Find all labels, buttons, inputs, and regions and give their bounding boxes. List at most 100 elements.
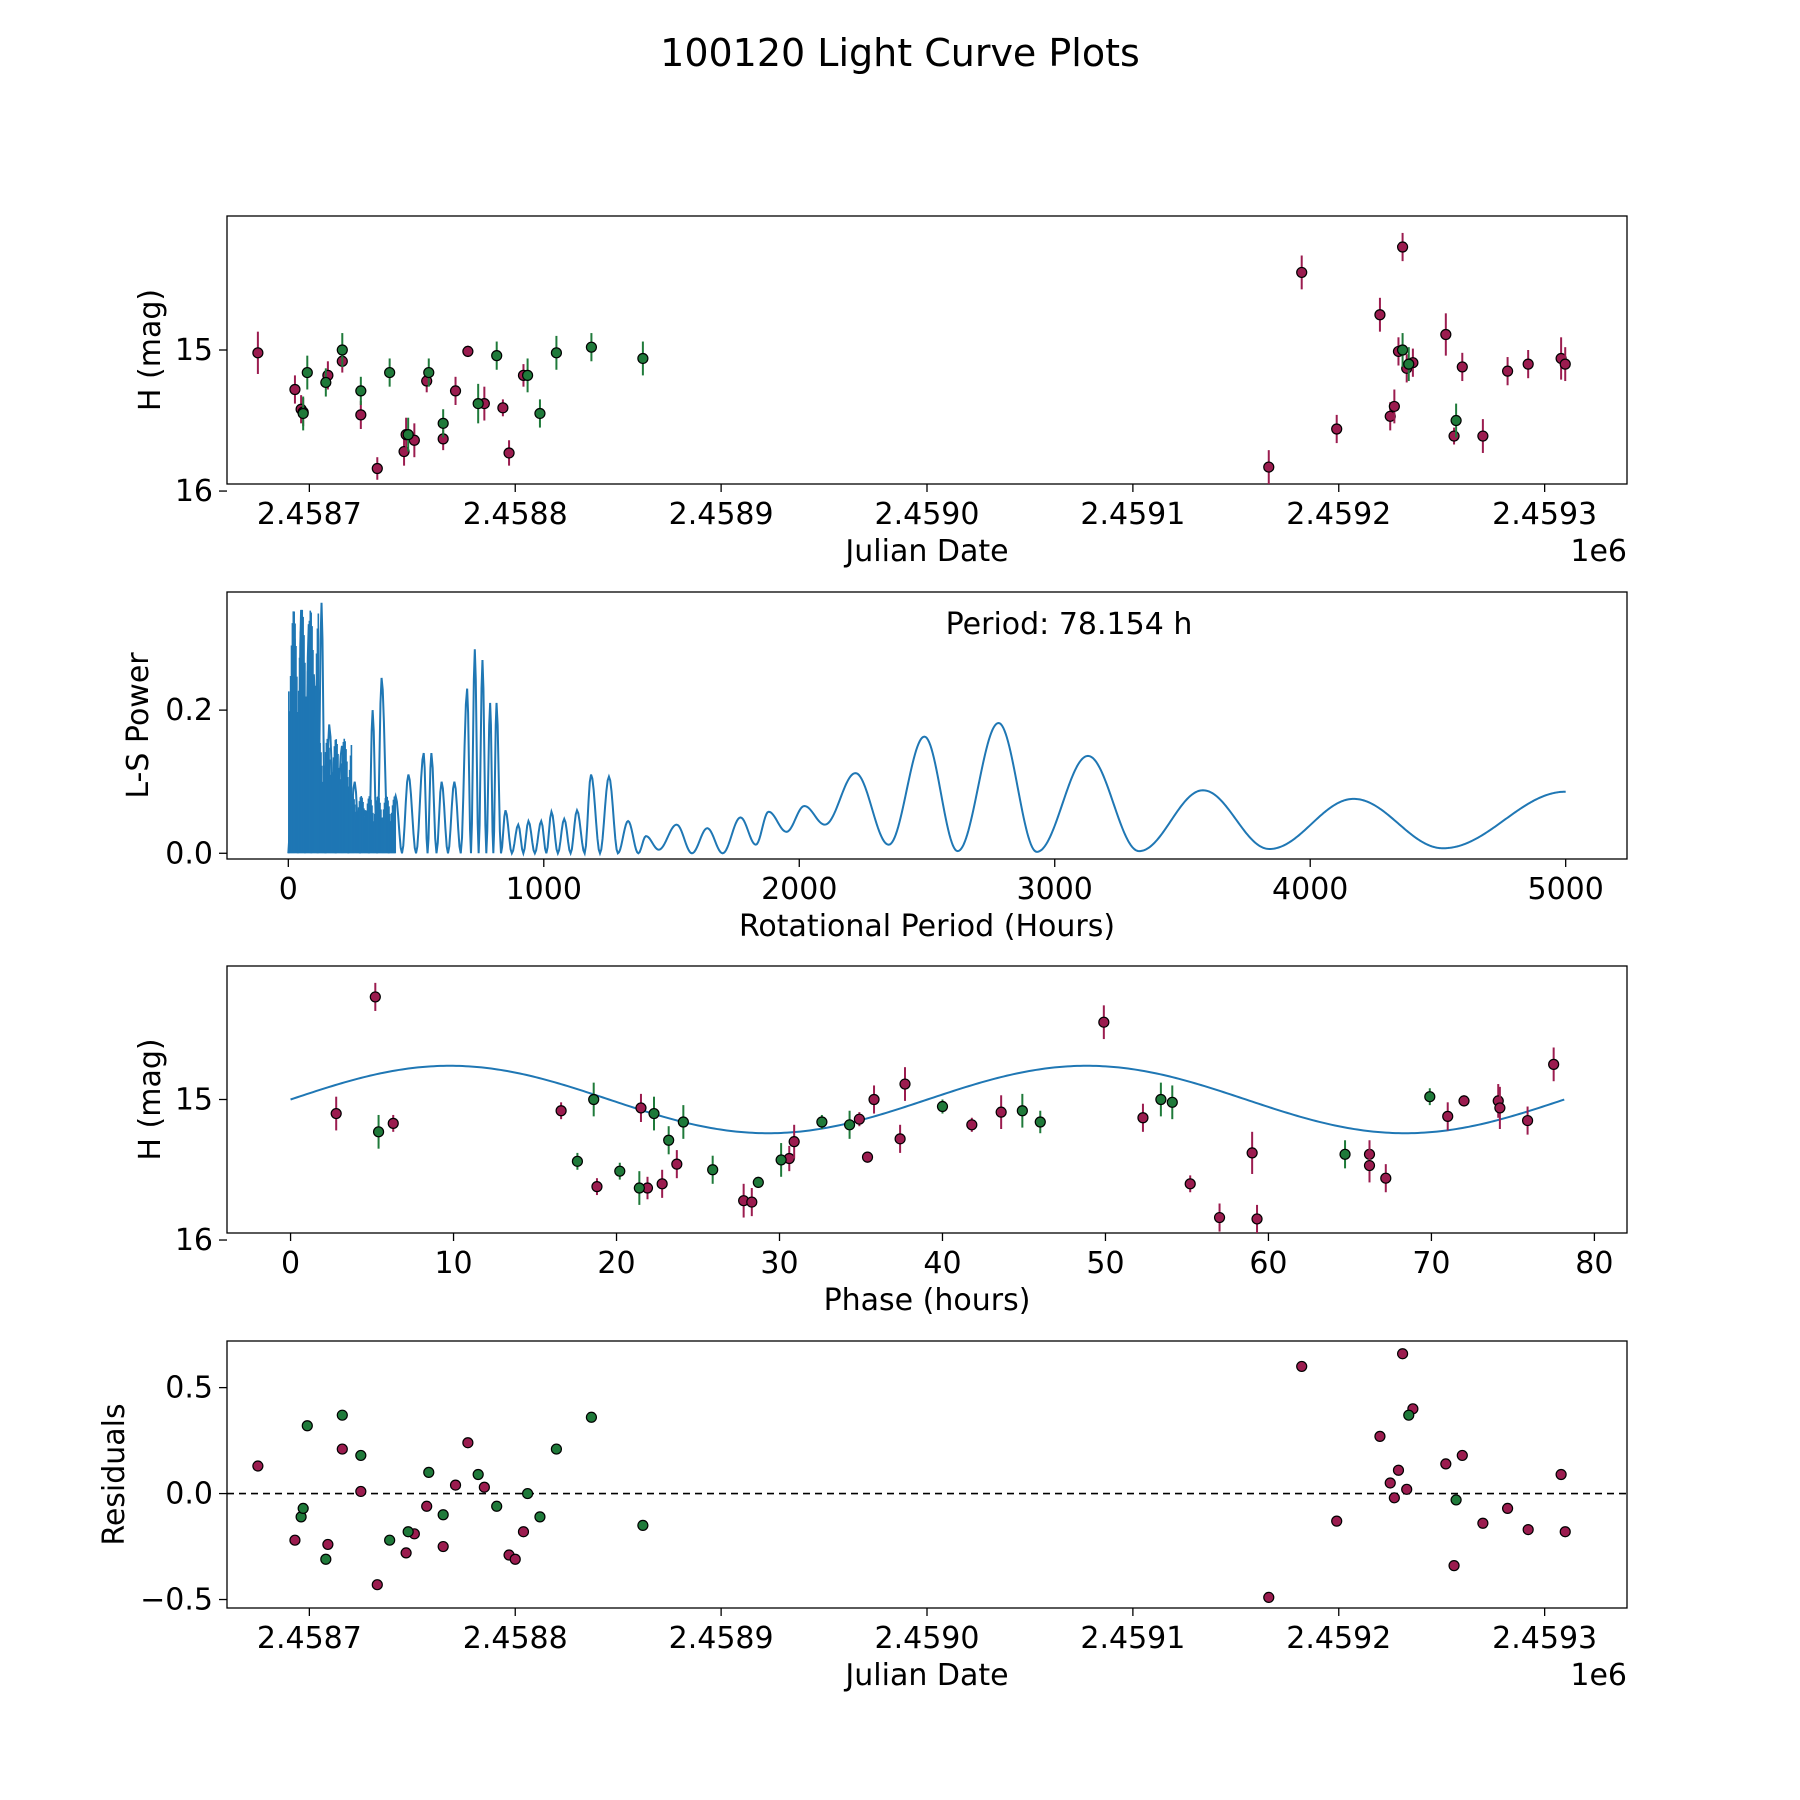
x-tick-label: 30 xyxy=(760,1246,798,1281)
plot-frame xyxy=(226,1340,1628,1609)
filter-b-point xyxy=(588,1093,600,1106)
x-tick-label: 2.4589 xyxy=(669,497,774,532)
filter-a-point xyxy=(1392,1464,1405,1476)
filter-a-point xyxy=(1396,1348,1409,1360)
x-tick-label: 2.4590 xyxy=(875,1621,980,1656)
x-tick-label: 2.4592 xyxy=(1286,497,1391,532)
filter-b-point xyxy=(1166,1096,1178,1108)
filter-b-point xyxy=(585,1411,598,1423)
filter-a-point xyxy=(1396,241,1409,253)
filter-a-point xyxy=(387,1117,399,1129)
filter-b-point xyxy=(320,1553,332,1565)
x-tick-label: 2.4590 xyxy=(875,497,980,532)
filter-b-point xyxy=(663,1134,675,1146)
filter-a-point xyxy=(1263,461,1275,473)
filter-b-point xyxy=(637,352,649,365)
model-fit-line xyxy=(290,1064,1565,1135)
filter-a-point xyxy=(1501,1502,1514,1515)
filter-a-point xyxy=(1456,361,1468,373)
filter-a-point xyxy=(503,447,515,459)
periodogram-line xyxy=(287,602,1566,857)
x-axis-label: Julian Date xyxy=(843,1658,1008,1693)
x-offset-label: 1e6 xyxy=(1570,1658,1627,1693)
filter-a-point xyxy=(671,1158,683,1170)
filter-a-point xyxy=(1501,365,1514,377)
filter-b-point xyxy=(472,398,484,410)
filter-b-point xyxy=(1403,1409,1415,1421)
filter-b-point xyxy=(384,1534,396,1546)
x-tick-label: 10 xyxy=(434,1246,472,1281)
x-offset-label: 1e6 xyxy=(1570,534,1627,569)
filter-a-point xyxy=(449,1479,462,1491)
filter-b-point xyxy=(437,1509,449,1521)
filter-a-point xyxy=(1363,1159,1376,1172)
filter-b-point xyxy=(472,1468,484,1481)
filter-a-point xyxy=(289,1534,301,1546)
filter-b-point xyxy=(297,1502,309,1515)
filter-a-point xyxy=(1477,430,1489,442)
filter-b-point xyxy=(614,1165,626,1177)
filter-a-point xyxy=(1559,358,1571,370)
filter-a-point xyxy=(635,1102,647,1114)
filter-a-point xyxy=(1559,1526,1571,1538)
filter-a-point xyxy=(449,385,462,397)
filter-b-point xyxy=(936,1100,949,1113)
x-tick-label: 2.4588 xyxy=(463,497,568,532)
filter-b-point xyxy=(843,1119,856,1131)
filter-b-point xyxy=(1424,1091,1436,1103)
y-tick-label: 16 xyxy=(175,474,213,509)
filter-b-point xyxy=(571,1155,584,1167)
filter-b-point xyxy=(301,366,313,379)
filter-a-point xyxy=(336,1443,348,1455)
filter-a-point xyxy=(371,1579,383,1591)
filter-a-point xyxy=(252,1460,264,1472)
filter-b-point xyxy=(491,1500,503,1512)
plot-frame xyxy=(226,591,1628,860)
filter-a-point xyxy=(1331,1515,1343,1527)
x-axis-label: Phase (hours) xyxy=(824,1283,1031,1318)
figure-title: 100120 Light Curve Plots xyxy=(660,31,1140,75)
x-tick-label: 40 xyxy=(923,1246,961,1281)
filter-b-point xyxy=(336,1409,348,1421)
filter-a-point xyxy=(899,1078,911,1090)
filter-b-point xyxy=(320,376,332,389)
x-tick-label: 4000 xyxy=(1272,872,1348,907)
filter-b-point xyxy=(816,1116,828,1128)
filter-b-point xyxy=(1034,1116,1046,1128)
filter-a-point xyxy=(746,1196,758,1208)
x-tick-label: 2000 xyxy=(761,872,837,907)
filter-a-point xyxy=(1251,1213,1263,1225)
x-tick-label: 3000 xyxy=(1017,872,1093,907)
x-tick-label: 70 xyxy=(1412,1246,1450,1281)
filter-a-point xyxy=(400,1547,412,1559)
filter-b-point xyxy=(1450,414,1462,427)
filter-a-point xyxy=(517,1526,530,1538)
filter-a-point xyxy=(1380,1172,1392,1184)
filter-a-point xyxy=(330,1107,342,1120)
filter-a-point xyxy=(1296,1360,1308,1373)
filter-b-point xyxy=(633,1182,645,1194)
filter-b-point xyxy=(355,1449,367,1462)
filter-a-point xyxy=(462,345,474,358)
x-axis-label: Rotational Period (Hours) xyxy=(739,909,1115,944)
y-tick-label: 15 xyxy=(175,333,213,368)
filter-b-point xyxy=(585,341,598,353)
y-tick-label: 0.2 xyxy=(165,693,213,728)
filter-a-point xyxy=(1555,1468,1567,1481)
filter-a-point xyxy=(894,1133,906,1145)
x-tick-label: 2.4588 xyxy=(463,1621,568,1656)
filter-a-point xyxy=(1331,423,1343,435)
filter-a-point xyxy=(478,1481,490,1493)
x-tick-label: 5000 xyxy=(1528,872,1604,907)
x-tick-label: 2.4589 xyxy=(669,1621,774,1656)
filter-b-point xyxy=(550,1443,563,1455)
filter-a-point xyxy=(322,1538,334,1551)
filter-a-point xyxy=(1137,1112,1149,1124)
x-axis-label: Julian Date xyxy=(843,534,1008,569)
filter-a-point xyxy=(995,1106,1007,1118)
x-tick-label: 60 xyxy=(1249,1246,1287,1281)
filter-b-point xyxy=(402,1526,414,1538)
filter-a-point xyxy=(509,1553,521,1565)
filter-a-point xyxy=(861,1151,874,1163)
